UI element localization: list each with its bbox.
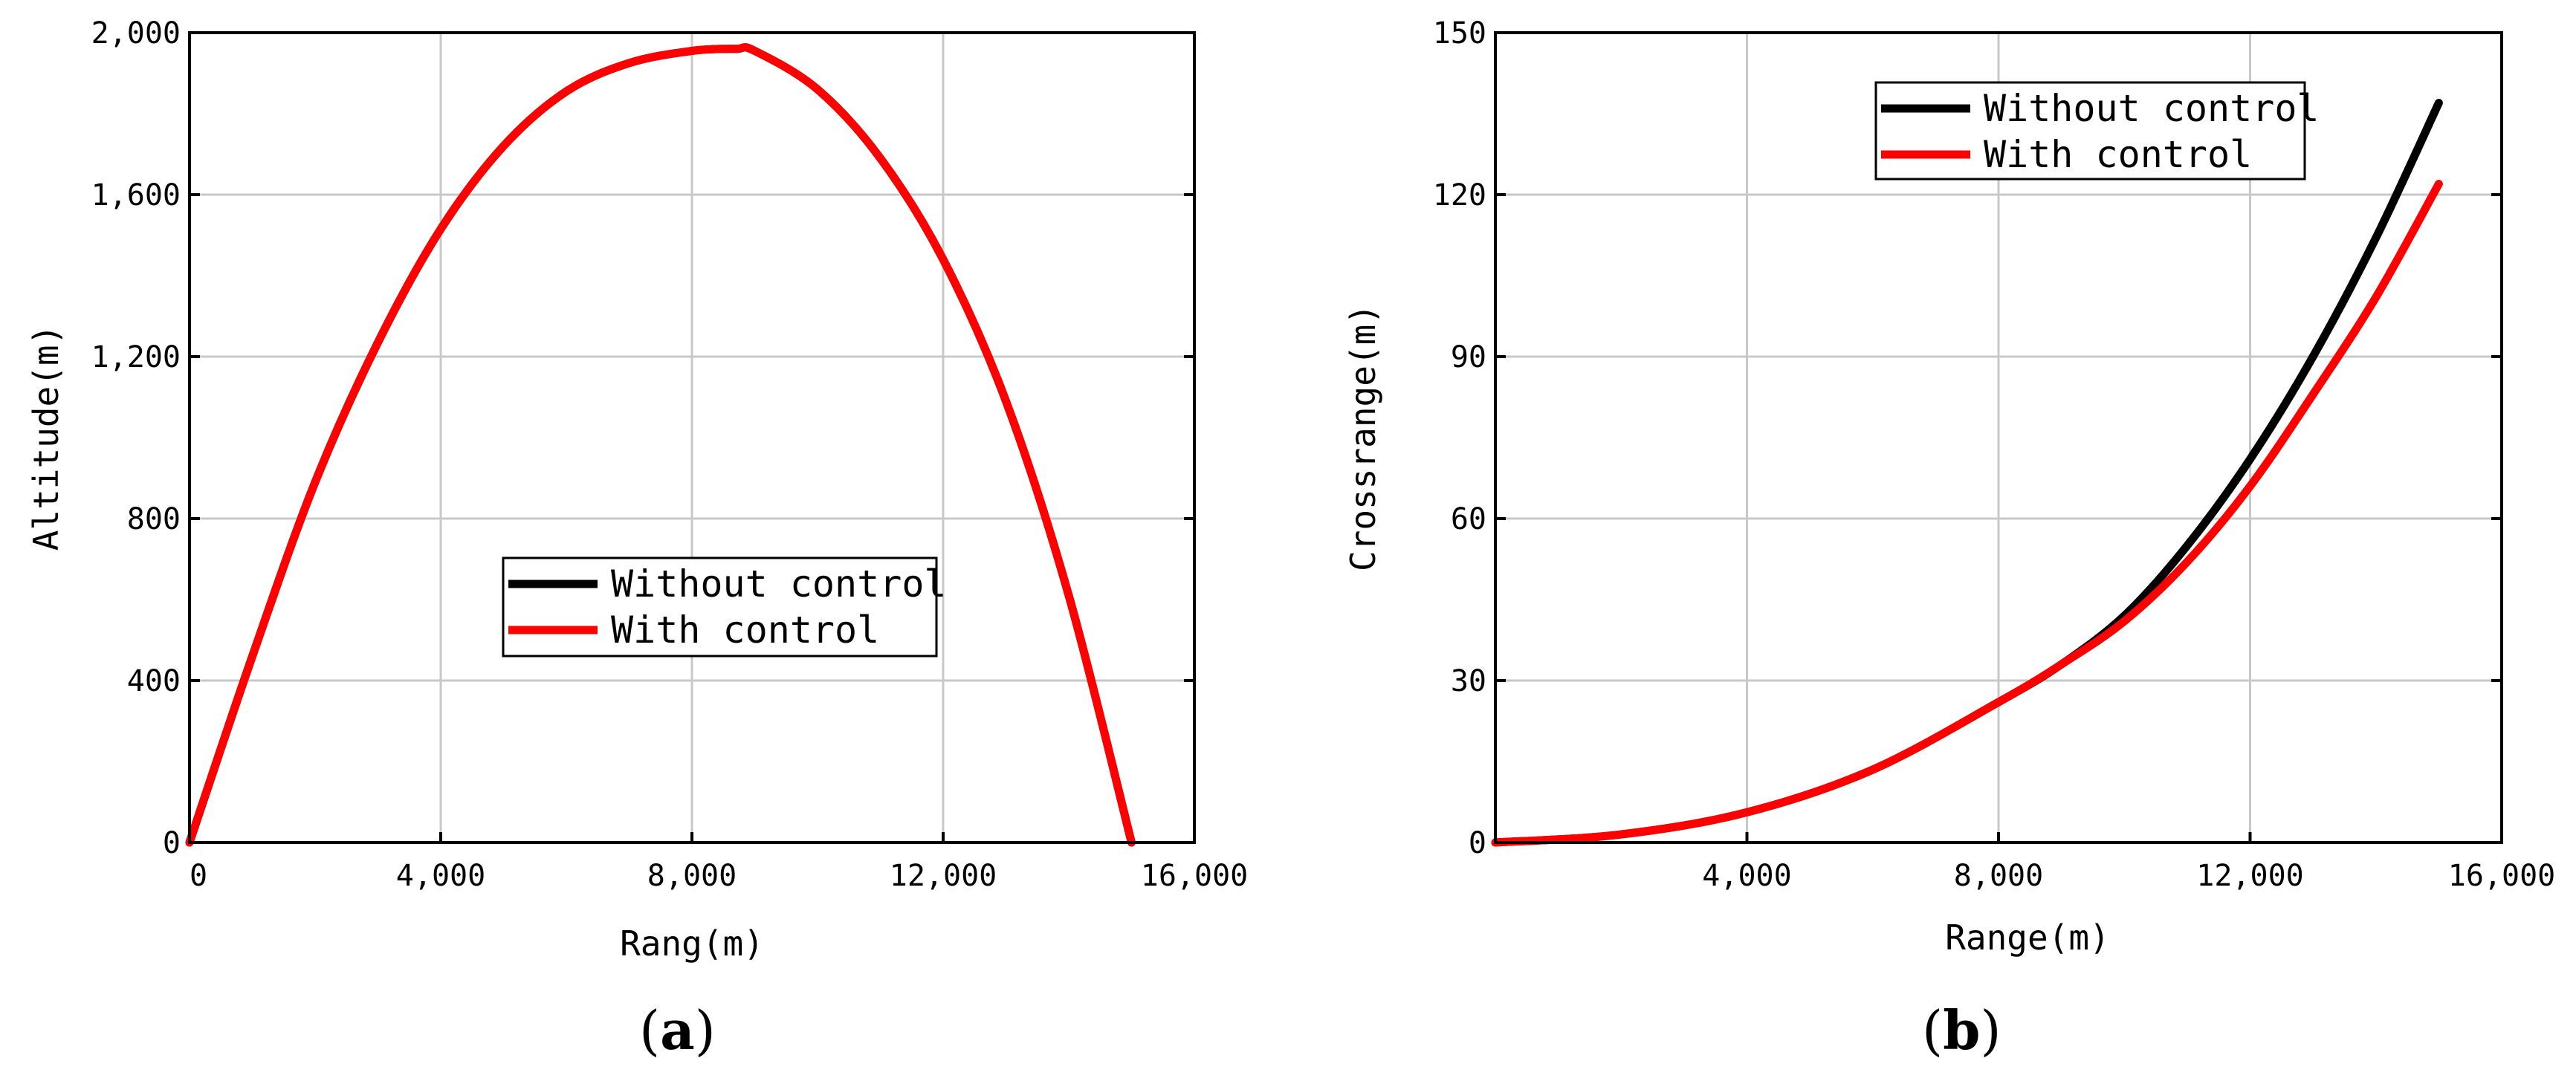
x-axis-label-a: Rang(m)	[620, 923, 764, 964]
legend-label-with-control-a: With control	[611, 608, 879, 652]
y-tick-label: 150	[1433, 16, 1486, 51]
y-axis-label-a: Altitude(m)	[26, 325, 66, 551]
legend-a: Without control With control	[502, 556, 947, 658]
legend-label-without-control-b: Without control	[1984, 87, 2320, 130]
legend-b: Without control With control	[1874, 81, 2320, 181]
x-tick-label: 4,000	[396, 859, 485, 893]
series-line-with-control	[185, 43, 1136, 847]
series-b	[1491, 99, 2443, 847]
y-tick-label: 400	[127, 664, 181, 698]
x-tick-label: 12,000	[890, 859, 997, 893]
x-tick-label: 8,000	[647, 859, 737, 893]
y-tick-label: 1,200	[91, 340, 181, 374]
legend-label-without-control-a: Without control	[611, 562, 947, 606]
y-tick-label: 120	[1433, 178, 1486, 212]
series-a	[185, 43, 1136, 847]
x-tick-labels-a: 0 4,000 8,000 12,000 16,000	[188, 832, 1249, 893]
panel-a: 0 4,000 8,000 12,000 16,000 0 400 800 1,200 1,60…	[26, 16, 1248, 1062]
panel-b: 4,000 8,000 12,000 16,000 0 30 60 90 120 150 Ran…	[1343, 16, 2555, 1062]
plot-frame-a	[188, 31, 1196, 844]
y-tick-labels-b: 0 30 60 90 120 150	[1433, 16, 2502, 860]
panel-letter-b: b	[1943, 999, 1980, 1062]
series-line-with-control	[1491, 180, 2443, 847]
panel-label-b: (b)	[1922, 999, 2001, 1062]
y-tick-labels-a: 0 400 800 1,200 1,600 2,000	[91, 16, 1194, 860]
y-tick-label: 0	[1469, 826, 1486, 860]
legend-box-b	[1874, 81, 2306, 181]
x-tick-label: 16,000	[2448, 859, 2556, 893]
y-tick-label: 2,000	[91, 16, 181, 51]
y-tick-label: 60	[1451, 502, 1486, 536]
x-tick-label: 0	[190, 859, 207, 893]
y-tick-label: 90	[1451, 340, 1486, 374]
y-tick-label: 30	[1451, 664, 1486, 698]
legend-box-a	[502, 556, 938, 658]
legend-label-with-control-b: With control	[1984, 133, 2252, 176]
x-tick-label: 8,000	[1954, 859, 2043, 893]
x-tick-labels-b: 4,000 8,000 12,000 16,000	[1702, 832, 2555, 893]
plot-frame-b	[1494, 31, 2503, 844]
x-tick-label: 12,000	[2196, 859, 2304, 893]
x-tick-label: 4,000	[1702, 859, 1791, 893]
panel-letter-a: a	[660, 999, 695, 1062]
y-tick-label: 800	[127, 502, 181, 536]
panel-label-a: (a)	[639, 999, 716, 1062]
y-tick-label: 0	[163, 826, 181, 860]
grid-a	[190, 33, 1194, 843]
series-line-without-control	[1491, 99, 2443, 847]
x-tick-label: 16,000	[1141, 859, 1249, 893]
x-axis-label-b: Range(m)	[1945, 918, 2110, 958]
y-tick-label: 1,600	[91, 178, 181, 212]
y-axis-label-b: Crossrange(m)	[1343, 304, 1383, 571]
